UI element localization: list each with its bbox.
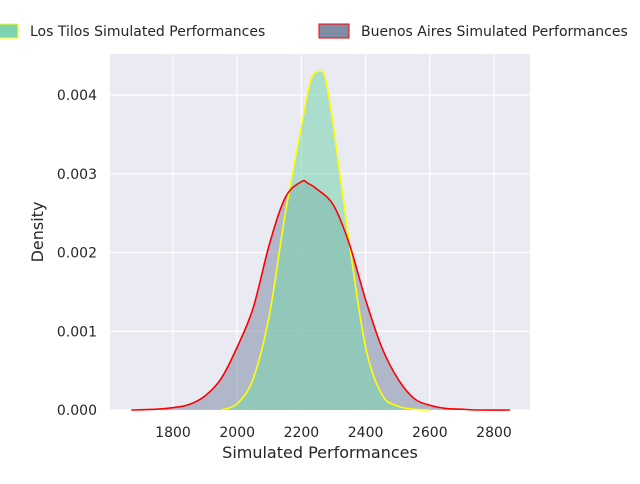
- x-axis-label: Simulated Performances: [222, 443, 418, 462]
- los-tilos-density-area: [221, 71, 430, 410]
- y-tick-label: 0.004: [57, 88, 97, 104]
- y-tick-label: 0.002: [57, 246, 97, 262]
- legend: Los Tilos Simulated Performances Buenos …: [0, 23, 628, 40]
- x-tick-label: 1800: [155, 425, 191, 441]
- los-tilos-density-line: [220, 70, 430, 411]
- y-tick-label: 0.000: [57, 403, 97, 419]
- y-tick-label: 0.001: [57, 324, 97, 340]
- x-tick-label: 2200: [284, 425, 320, 441]
- x-tick-label: 2600: [412, 425, 448, 441]
- series-layer: [131, 70, 511, 411]
- legend-swatch-buenos-aires: [318, 23, 350, 39]
- y-tick-labels: 0.000 0.001 0.002 0.003 0.004: [57, 88, 97, 419]
- y-axis-label: Density: [28, 202, 47, 263]
- x-tick-labels: 1800 2000 2200 2400 2600 2800: [155, 425, 512, 441]
- buenos-aires-density-line: [131, 179, 511, 411]
- x-tick-label: 2400: [348, 425, 384, 441]
- x-tick-label: 2000: [219, 425, 255, 441]
- legend-label-los-tilos: Los Tilos Simulated Performances: [30, 24, 265, 40]
- y-tick-label: 0.003: [57, 167, 97, 183]
- legend-label-buenos-aires: Buenos Aires Simulated Performances: [361, 24, 628, 40]
- legend-swatch-los-tilos: [0, 23, 19, 39]
- x-tick-label: 2800: [476, 425, 512, 441]
